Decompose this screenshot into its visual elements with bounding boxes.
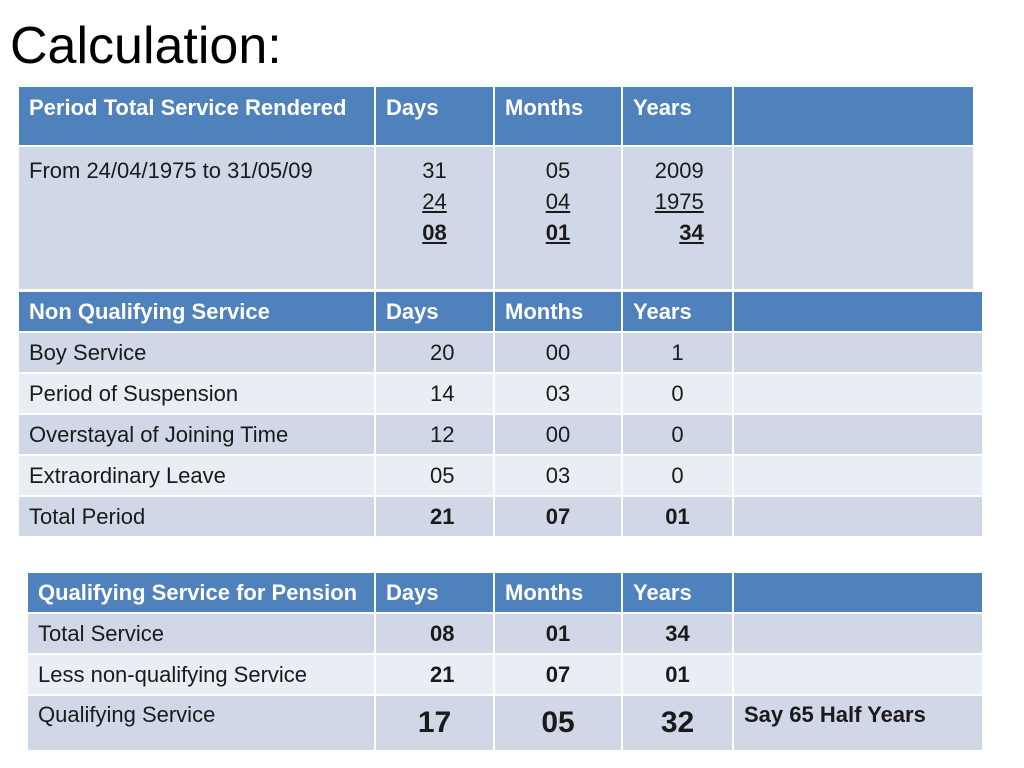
blank-cell xyxy=(732,331,984,374)
row-note xyxy=(732,612,984,655)
header-months: Months xyxy=(493,85,623,147)
days-result: 08 xyxy=(422,220,447,245)
table-row: Boy Service 20 00 1 xyxy=(17,331,984,374)
total-service-table: Period Total Service Rendered Days Month… xyxy=(17,85,975,291)
table-row: Total Period 21 07 01 xyxy=(17,495,984,538)
row-years: 01 xyxy=(621,653,734,696)
row-days: 12 xyxy=(374,413,495,456)
qualifying-service-table: Qualifying Service for Pension Days Mont… xyxy=(26,571,984,752)
row-days: 05 xyxy=(374,454,495,497)
row-years: 01 xyxy=(621,495,734,538)
row-label: Boy Service xyxy=(17,331,376,374)
header-qualifying: Qualifying Service for Pension xyxy=(26,571,376,614)
row-days: 21 xyxy=(374,653,495,696)
row-days: 14 xyxy=(374,372,495,415)
years-end: 2009 xyxy=(654,158,704,183)
row-years: 34 xyxy=(621,612,734,655)
table-header-row: Qualifying Service for Pension Days Mont… xyxy=(26,571,984,614)
months-end: 05 xyxy=(545,158,571,183)
row-label: Extraordinary Leave xyxy=(17,454,376,497)
row-days: 20 xyxy=(374,331,495,374)
header-blank xyxy=(732,290,984,333)
header-period: Period Total Service Rendered xyxy=(17,85,376,147)
days-end: 31 xyxy=(422,158,447,183)
header-non-qualifying: Non Qualifying Service xyxy=(17,290,376,333)
row-note: Say 65 Half Years xyxy=(732,694,984,752)
header-years: Years xyxy=(621,290,734,333)
row-label: Less non-qualifying Service xyxy=(26,653,376,696)
months-result: 01 xyxy=(545,220,571,245)
header-months: Months xyxy=(493,290,623,333)
header-years: Years xyxy=(621,571,734,614)
row-months: 00 xyxy=(493,413,623,456)
row-months: 07 xyxy=(493,653,623,696)
table-row: From 24/04/1975 to 31/05/09 31 24 08 05 … xyxy=(17,145,975,291)
years-calculation: 2009 1975 34 xyxy=(621,145,734,291)
header-blank xyxy=(732,85,975,147)
row-label: Total Period xyxy=(17,495,376,538)
row-months: 03 xyxy=(493,454,623,497)
blank-cell xyxy=(732,495,984,538)
header-days: Days xyxy=(374,85,495,147)
header-blank xyxy=(732,571,984,614)
years-result: 34 xyxy=(679,220,704,245)
row-years: 32 xyxy=(621,694,734,752)
blank-cell xyxy=(732,454,984,497)
row-note xyxy=(732,653,984,696)
row-years: 0 xyxy=(621,454,734,497)
header-months: Months xyxy=(493,571,623,614)
row-label: Qualifying Service xyxy=(26,694,376,752)
blank-cell xyxy=(732,145,975,291)
header-days: Days xyxy=(374,571,495,614)
row-months: 00 xyxy=(493,331,623,374)
row-label: Total Service xyxy=(26,612,376,655)
table-row: Period of Suspension 14 03 0 xyxy=(17,372,984,415)
period-label: From 24/04/1975 to 31/05/09 xyxy=(17,145,376,291)
row-months: 05 xyxy=(493,694,623,752)
table-header-row: Period Total Service Rendered Days Month… xyxy=(17,85,975,147)
row-days: 08 xyxy=(374,612,495,655)
row-months: 03 xyxy=(493,372,623,415)
row-years: 0 xyxy=(621,413,734,456)
table-header-row: Non Qualifying Service Days Months Years xyxy=(17,290,984,333)
table-row: Overstayal of Joining Time 12 00 0 xyxy=(17,413,984,456)
months-start: 04 xyxy=(545,189,571,214)
table-row: Qualifying Service 17 05 32 Say 65 Half … xyxy=(26,694,984,752)
row-months: 07 xyxy=(493,495,623,538)
row-days: 17 xyxy=(374,694,495,752)
header-years: Years xyxy=(621,85,734,147)
table-row: Extraordinary Leave 05 03 0 xyxy=(17,454,984,497)
blank-cell xyxy=(732,372,984,415)
days-start: 24 xyxy=(422,189,447,214)
row-years: 1 xyxy=(621,331,734,374)
row-months: 01 xyxy=(493,612,623,655)
row-days: 21 xyxy=(374,495,495,538)
table-row: Less non-qualifying Service 21 07 01 xyxy=(26,653,984,696)
row-years: 0 xyxy=(621,372,734,415)
table-row: Total Service 08 01 34 xyxy=(26,612,984,655)
months-calculation: 05 04 01 xyxy=(493,145,623,291)
years-start: 1975 xyxy=(654,189,704,214)
blank-cell xyxy=(732,413,984,456)
page-title: Calculation: xyxy=(10,17,282,75)
non-qualifying-service-table: Non Qualifying Service Days Months Years… xyxy=(17,290,984,538)
row-label: Period of Suspension xyxy=(17,372,376,415)
header-days: Days xyxy=(374,290,495,333)
row-label: Overstayal of Joining Time xyxy=(17,413,376,456)
days-calculation: 31 24 08 xyxy=(374,145,495,291)
